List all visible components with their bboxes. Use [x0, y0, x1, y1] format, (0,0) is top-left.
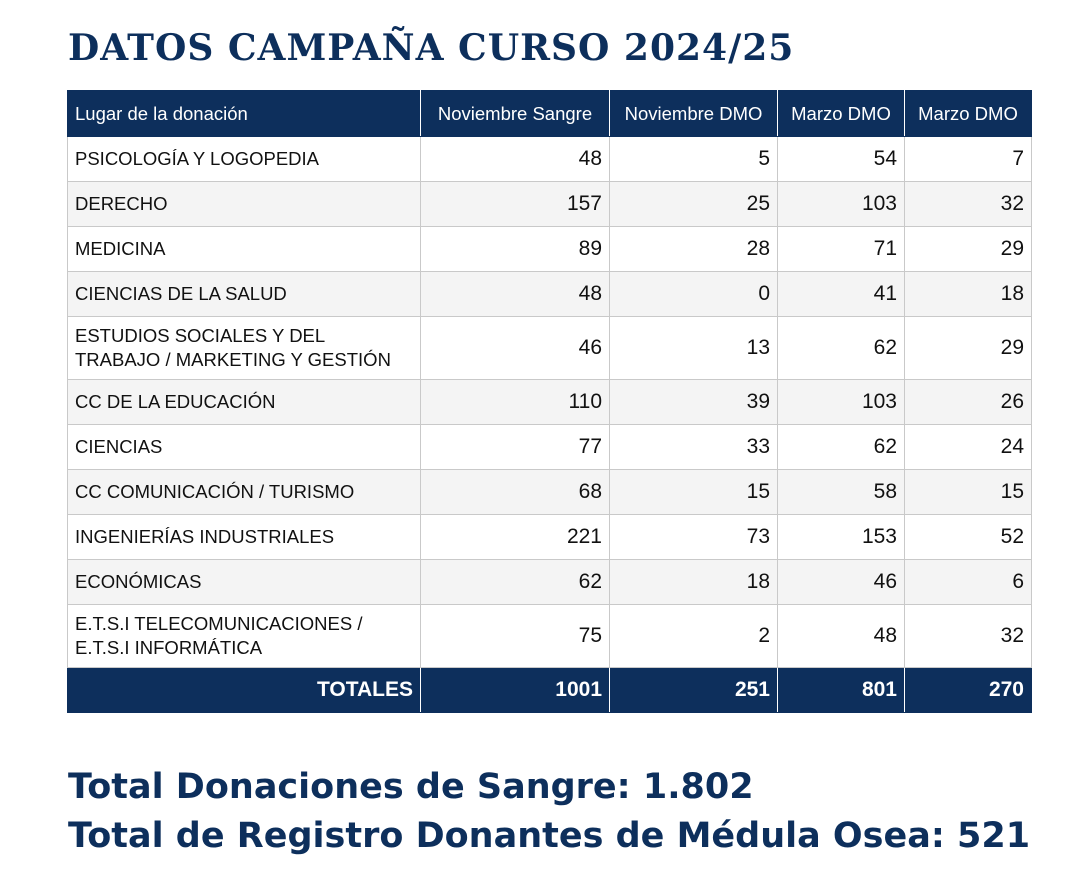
cell-place: INGENIERÍAS INDUSTRIALES: [67, 514, 421, 560]
cell-place: CIENCIAS: [67, 424, 421, 470]
cell-mar-dmo-2: 6: [904, 559, 1032, 605]
cell-mar-dmo-1: 103: [777, 379, 905, 425]
header-mar-dmo-1: Marzo DMO: [777, 90, 905, 137]
table-row: CC COMUNICACIÓN / TURISMO 68 15 58 15: [67, 469, 1032, 515]
cell-mar-dmo-1: 153: [777, 514, 905, 560]
cell-nov-sangre: 48: [420, 271, 610, 317]
cell-nov-sangre: 46: [420, 316, 610, 380]
cell-nov-dmo: 73: [609, 514, 778, 560]
table-row: CIENCIAS DE LA SALUD 48 0 41 18: [67, 271, 1032, 317]
cell-nov-sangre: 89: [420, 226, 610, 272]
table-header-row: Lugar de la donación Noviembre Sangre No…: [67, 90, 1032, 137]
cell-place: CIENCIAS DE LA SALUD: [67, 271, 421, 317]
summary-marrow-total: Total de Registro Donantes de Médula Ose…: [68, 816, 1031, 856]
cell-nov-sangre: 68: [420, 469, 610, 515]
cell-mar-dmo-2: 7: [904, 136, 1032, 182]
header-nov-sangre: Noviembre Sangre: [420, 90, 610, 137]
cell-place: CC DE LA EDUCACIÓN: [67, 379, 421, 425]
header-nov-dmo: Noviembre DMO: [609, 90, 778, 137]
cell-nov-dmo: 33: [609, 424, 778, 470]
cell-nov-dmo: 15: [609, 469, 778, 515]
cell-nov-dmo: 0: [609, 271, 778, 317]
cell-place: CC COMUNICACIÓN / TURISMO: [67, 469, 421, 515]
cell-mar-dmo-2: 15: [904, 469, 1032, 515]
cell-place: E.T.S.I TELECOMUNICACIONES / E.T.S.I INF…: [67, 604, 421, 668]
table-row: ESTUDIOS SOCIALES Y DEL TRABAJO / MARKET…: [67, 316, 1032, 380]
cell-nov-sangre: 48: [420, 136, 610, 182]
cell-nov-dmo: 5: [609, 136, 778, 182]
cell-mar-dmo-2: 18: [904, 271, 1032, 317]
summary-blood-total: Total Donaciones de Sangre: 1.802: [68, 767, 754, 807]
header-mar-dmo-2: Marzo DMO: [904, 90, 1032, 137]
total-mar-dmo-2: 270: [904, 667, 1032, 713]
totals-label: TOTALES: [67, 667, 421, 713]
cell-mar-dmo-2: 29: [904, 316, 1032, 380]
cell-mar-dmo-2: 26: [904, 379, 1032, 425]
total-nov-dmo: 251: [609, 667, 778, 713]
table-row: ECONÓMICAS 62 18 46 6: [67, 559, 1032, 605]
cell-nov-dmo: 13: [609, 316, 778, 380]
cell-mar-dmo-1: 62: [777, 316, 905, 380]
cell-mar-dmo-2: 32: [904, 604, 1032, 668]
totals-row: TOTALES 1001 251 801 270: [67, 667, 1032, 713]
cell-mar-dmo-2: 29: [904, 226, 1032, 272]
total-mar-dmo-1: 801: [777, 667, 905, 713]
cell-place: DERECHO: [67, 181, 421, 227]
cell-nov-dmo: 25: [609, 181, 778, 227]
table-row: PSICOLOGÍA Y LOGOPEDIA 48 5 54 7: [67, 136, 1032, 182]
cell-mar-dmo-1: 103: [777, 181, 905, 227]
table-row: CC DE LA EDUCACIÓN 110 39 103 26: [67, 379, 1032, 425]
cell-mar-dmo-1: 58: [777, 469, 905, 515]
table-row: E.T.S.I TELECOMUNICACIONES / E.T.S.I INF…: [67, 604, 1032, 668]
cell-nov-sangre: 75: [420, 604, 610, 668]
cell-nov-dmo: 39: [609, 379, 778, 425]
cell-place: ECONÓMICAS: [67, 559, 421, 605]
cell-mar-dmo-2: 52: [904, 514, 1032, 560]
cell-mar-dmo-2: 24: [904, 424, 1032, 470]
table-row: MEDICINA 89 28 71 29: [67, 226, 1032, 272]
cell-place: ESTUDIOS SOCIALES Y DEL TRABAJO / MARKET…: [67, 316, 421, 380]
cell-mar-dmo-1: 41: [777, 271, 905, 317]
donations-table: Lugar de la donación Noviembre Sangre No…: [67, 90, 1032, 713]
cell-nov-dmo: 28: [609, 226, 778, 272]
cell-nov-sangre: 110: [420, 379, 610, 425]
cell-nov-sangre: 77: [420, 424, 610, 470]
cell-mar-dmo-1: 48: [777, 604, 905, 668]
cell-nov-dmo: 18: [609, 559, 778, 605]
cell-mar-dmo-1: 62: [777, 424, 905, 470]
page-title: DATOS CAMPAÑA CURSO 2024/25: [68, 27, 795, 69]
cell-nov-sangre: 221: [420, 514, 610, 560]
cell-mar-dmo-1: 54: [777, 136, 905, 182]
cell-place: MEDICINA: [67, 226, 421, 272]
cell-nov-sangre: 157: [420, 181, 610, 227]
cell-mar-dmo-1: 71: [777, 226, 905, 272]
cell-place: PSICOLOGÍA Y LOGOPEDIA: [67, 136, 421, 182]
cell-nov-sangre: 62: [420, 559, 610, 605]
table-row: CIENCIAS 77 33 62 24: [67, 424, 1032, 470]
header-place: Lugar de la donación: [67, 90, 421, 137]
cell-nov-dmo: 2: [609, 604, 778, 668]
total-nov-sangre: 1001: [420, 667, 610, 713]
table-row: INGENIERÍAS INDUSTRIALES 221 73 153 52: [67, 514, 1032, 560]
table-row: DERECHO 157 25 103 32: [67, 181, 1032, 227]
cell-mar-dmo-2: 32: [904, 181, 1032, 227]
cell-mar-dmo-1: 46: [777, 559, 905, 605]
